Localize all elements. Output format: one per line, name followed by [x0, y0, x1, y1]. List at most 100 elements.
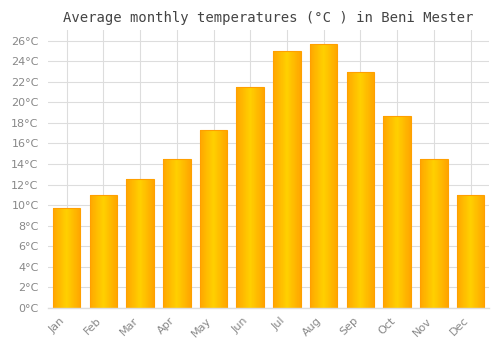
- Bar: [78, 208, 79, 308]
- Bar: [153, 180, 154, 308]
- Bar: [168, 159, 169, 308]
- Bar: [458, 195, 459, 308]
- Bar: [356, 71, 357, 308]
- Bar: [274, 51, 275, 308]
- Bar: [184, 159, 185, 308]
- Bar: [207, 130, 208, 308]
- Bar: [360, 71, 361, 308]
- Bar: [468, 195, 469, 308]
- Bar: [116, 195, 117, 308]
- Bar: [60, 208, 61, 308]
- Bar: [462, 195, 463, 308]
- Bar: [216, 130, 217, 308]
- Bar: [291, 51, 292, 308]
- Bar: [447, 159, 448, 308]
- Bar: [432, 159, 434, 308]
- Bar: [439, 159, 440, 308]
- Bar: [477, 195, 478, 308]
- Bar: [217, 130, 218, 308]
- Bar: [478, 195, 479, 308]
- Bar: [223, 130, 224, 308]
- Bar: [461, 195, 462, 308]
- Bar: [329, 44, 330, 308]
- Bar: [64, 208, 65, 308]
- Bar: [352, 71, 353, 308]
- Bar: [258, 87, 259, 308]
- Bar: [260, 87, 262, 308]
- Bar: [255, 87, 256, 308]
- Bar: [399, 116, 400, 308]
- Bar: [62, 208, 63, 308]
- Bar: [112, 195, 113, 308]
- Bar: [325, 44, 326, 308]
- Bar: [56, 208, 57, 308]
- Bar: [277, 51, 278, 308]
- Bar: [236, 87, 237, 308]
- Bar: [431, 159, 432, 308]
- Bar: [327, 44, 328, 308]
- Bar: [408, 116, 409, 308]
- Bar: [316, 44, 317, 308]
- Bar: [140, 180, 141, 308]
- Bar: [137, 180, 138, 308]
- Bar: [350, 71, 351, 308]
- Bar: [369, 71, 370, 308]
- Bar: [67, 208, 68, 308]
- Bar: [100, 195, 101, 308]
- Bar: [366, 71, 367, 308]
- Bar: [273, 51, 274, 308]
- Bar: [208, 130, 209, 308]
- Bar: [240, 87, 241, 308]
- Bar: [483, 195, 484, 308]
- Bar: [97, 195, 98, 308]
- Bar: [219, 130, 220, 308]
- Bar: [170, 159, 171, 308]
- Bar: [249, 87, 250, 308]
- Bar: [251, 87, 252, 308]
- Bar: [95, 195, 96, 308]
- Bar: [105, 195, 106, 308]
- Bar: [74, 208, 75, 308]
- Bar: [318, 44, 320, 308]
- Bar: [355, 71, 356, 308]
- Bar: [299, 51, 300, 308]
- Bar: [348, 71, 349, 308]
- Bar: [237, 87, 238, 308]
- Bar: [367, 71, 368, 308]
- Bar: [335, 44, 336, 308]
- Bar: [183, 159, 184, 308]
- Bar: [391, 116, 392, 308]
- Bar: [225, 130, 226, 308]
- Bar: [283, 51, 284, 308]
- Bar: [469, 195, 470, 308]
- Bar: [65, 208, 66, 308]
- Bar: [275, 51, 276, 308]
- Title: Average monthly temperatures (°C ) in Beni Mester: Average monthly temperatures (°C ) in Be…: [64, 11, 474, 25]
- Bar: [323, 44, 324, 308]
- Bar: [59, 208, 60, 308]
- Bar: [403, 116, 404, 308]
- Bar: [441, 159, 442, 308]
- Bar: [111, 195, 112, 308]
- Bar: [438, 159, 439, 308]
- Bar: [79, 208, 80, 308]
- Bar: [110, 195, 111, 308]
- Bar: [420, 159, 421, 308]
- Bar: [215, 130, 216, 308]
- Bar: [467, 195, 468, 308]
- Bar: [130, 180, 131, 308]
- Bar: [75, 208, 76, 308]
- Bar: [200, 130, 201, 308]
- Bar: [384, 116, 411, 308]
- Bar: [284, 51, 285, 308]
- Bar: [113, 195, 114, 308]
- Bar: [435, 159, 436, 308]
- Bar: [423, 159, 424, 308]
- Bar: [241, 87, 242, 308]
- Bar: [430, 159, 431, 308]
- Bar: [312, 44, 313, 308]
- Bar: [326, 44, 327, 308]
- Bar: [368, 71, 369, 308]
- Bar: [179, 159, 180, 308]
- Bar: [471, 195, 472, 308]
